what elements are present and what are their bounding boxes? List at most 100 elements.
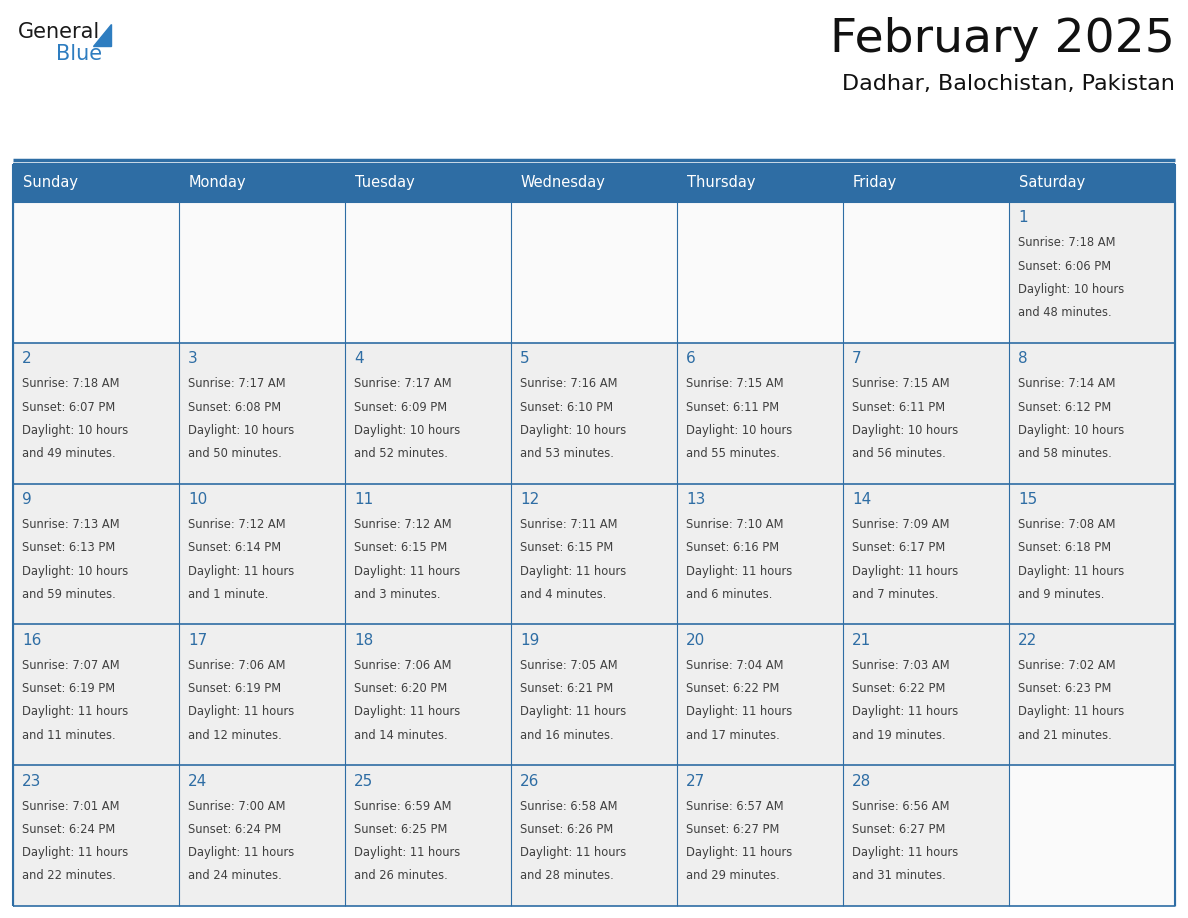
Text: Sunrise: 6:57 AM: Sunrise: 6:57 AM [687, 800, 784, 812]
Text: 19: 19 [520, 633, 539, 648]
Bar [1009, 766, 1175, 906]
Text: 23: 23 [23, 774, 42, 789]
Text: Sunrise: 7:01 AM: Sunrise: 7:01 AM [23, 800, 120, 812]
Text: and 55 minutes.: and 55 minutes. [687, 447, 781, 460]
Text: Daylight: 10 hours: Daylight: 10 hours [23, 424, 128, 437]
Text: Daylight: 11 hours: Daylight: 11 hours [188, 705, 295, 719]
Text: Daylight: 11 hours: Daylight: 11 hours [520, 565, 626, 577]
Text: Sunset: 6:23 PM: Sunset: 6:23 PM [1018, 682, 1112, 695]
Bar [179, 342, 345, 484]
Bar [179, 766, 345, 906]
Text: Daylight: 11 hours: Daylight: 11 hours [354, 846, 461, 859]
Bar [179, 202, 345, 342]
Text: Sunset: 6:07 PM: Sunset: 6:07 PM [23, 400, 115, 413]
Text: Sunrise: 7:15 AM: Sunrise: 7:15 AM [687, 377, 784, 390]
Bar [511, 164, 677, 202]
Bar [345, 202, 511, 342]
Bar [843, 766, 1009, 906]
Text: Sunset: 6:14 PM: Sunset: 6:14 PM [188, 542, 282, 554]
Text: Monday: Monday [189, 175, 247, 191]
Text: Sunrise: 7:16 AM: Sunrise: 7:16 AM [520, 377, 618, 390]
Text: 3: 3 [188, 352, 198, 366]
Text: Sunrise: 7:12 AM: Sunrise: 7:12 AM [354, 518, 451, 532]
Text: and 21 minutes.: and 21 minutes. [1018, 729, 1112, 742]
Text: Sunset: 6:17 PM: Sunset: 6:17 PM [852, 542, 946, 554]
Text: Friday: Friday [853, 175, 897, 191]
Text: Sunrise: 7:11 AM: Sunrise: 7:11 AM [520, 518, 618, 532]
Text: Sunset: 6:22 PM: Sunset: 6:22 PM [852, 682, 946, 695]
Text: Sunrise: 7:18 AM: Sunrise: 7:18 AM [23, 377, 120, 390]
Text: and 17 minutes.: and 17 minutes. [687, 729, 779, 742]
Text: and 9 minutes.: and 9 minutes. [1018, 588, 1105, 600]
Bar [13, 342, 179, 484]
Bar [345, 484, 511, 624]
Bar [345, 164, 511, 202]
Text: Daylight: 10 hours: Daylight: 10 hours [520, 424, 626, 437]
Text: Daylight: 11 hours: Daylight: 11 hours [188, 846, 295, 859]
Text: and 29 minutes.: and 29 minutes. [687, 869, 779, 882]
Text: Sunset: 6:12 PM: Sunset: 6:12 PM [1018, 400, 1112, 413]
Text: Daylight: 11 hours: Daylight: 11 hours [1018, 565, 1124, 577]
Text: Daylight: 10 hours: Daylight: 10 hours [1018, 283, 1124, 296]
Text: Sunrise: 7:04 AM: Sunrise: 7:04 AM [687, 659, 784, 672]
Text: Sunset: 6:21 PM: Sunset: 6:21 PM [520, 682, 613, 695]
Bar [13, 766, 179, 906]
Text: Daylight: 11 hours: Daylight: 11 hours [354, 705, 461, 719]
Text: Sunrise: 7:15 AM: Sunrise: 7:15 AM [852, 377, 949, 390]
Bar [1009, 164, 1175, 202]
Text: Sunset: 6:08 PM: Sunset: 6:08 PM [188, 400, 282, 413]
Bar [843, 624, 1009, 766]
Bar [677, 164, 843, 202]
Text: Daylight: 11 hours: Daylight: 11 hours [852, 846, 959, 859]
Bar [345, 766, 511, 906]
Text: 7: 7 [852, 352, 861, 366]
Text: Wednesday: Wednesday [522, 175, 606, 191]
Text: Sunrise: 7:03 AM: Sunrise: 7:03 AM [852, 659, 949, 672]
Bar [1009, 624, 1175, 766]
Text: Sunset: 6:06 PM: Sunset: 6:06 PM [1018, 260, 1111, 273]
Text: Thursday: Thursday [687, 175, 756, 191]
Text: Sunset: 6:19 PM: Sunset: 6:19 PM [188, 682, 282, 695]
Text: Daylight: 11 hours: Daylight: 11 hours [687, 705, 792, 719]
Text: 2: 2 [23, 352, 32, 366]
Text: Daylight: 11 hours: Daylight: 11 hours [687, 565, 792, 577]
Bar [179, 624, 345, 766]
Text: Sunrise: 7:12 AM: Sunrise: 7:12 AM [188, 518, 286, 532]
Text: Sunset: 6:26 PM: Sunset: 6:26 PM [520, 823, 613, 836]
Text: and 22 minutes.: and 22 minutes. [23, 869, 116, 882]
Text: Sunset: 6:20 PM: Sunset: 6:20 PM [354, 682, 448, 695]
Text: Sunset: 6:19 PM: Sunset: 6:19 PM [23, 682, 115, 695]
Text: Daylight: 10 hours: Daylight: 10 hours [188, 424, 295, 437]
Bar [13, 164, 179, 202]
Text: 1: 1 [1018, 210, 1028, 226]
Text: Sunset: 6:18 PM: Sunset: 6:18 PM [1018, 542, 1111, 554]
Text: and 26 minutes.: and 26 minutes. [354, 869, 448, 882]
Text: Blue: Blue [56, 44, 102, 64]
Bar [677, 202, 843, 342]
Text: and 14 minutes.: and 14 minutes. [354, 729, 448, 742]
Text: and 59 minutes.: and 59 minutes. [23, 588, 116, 600]
Text: and 12 minutes.: and 12 minutes. [188, 729, 282, 742]
Text: Sunrise: 7:09 AM: Sunrise: 7:09 AM [852, 518, 949, 532]
Text: 16: 16 [23, 633, 42, 648]
Text: 14: 14 [852, 492, 871, 507]
Text: Daylight: 11 hours: Daylight: 11 hours [1018, 705, 1124, 719]
Text: Daylight: 11 hours: Daylight: 11 hours [520, 705, 626, 719]
Text: Sunset: 6:11 PM: Sunset: 6:11 PM [687, 400, 779, 413]
Text: Daylight: 11 hours: Daylight: 11 hours [23, 705, 128, 719]
Text: Sunset: 6:27 PM: Sunset: 6:27 PM [852, 823, 946, 836]
Text: Daylight: 11 hours: Daylight: 11 hours [852, 565, 959, 577]
Text: Sunrise: 7:00 AM: Sunrise: 7:00 AM [188, 800, 285, 812]
Text: 9: 9 [23, 492, 32, 507]
Bar [1009, 484, 1175, 624]
Bar [843, 202, 1009, 342]
Text: Sunset: 6:15 PM: Sunset: 6:15 PM [520, 542, 613, 554]
Text: and 11 minutes.: and 11 minutes. [23, 729, 115, 742]
Bar [511, 624, 677, 766]
Text: and 3 minutes.: and 3 minutes. [354, 588, 441, 600]
Text: Sunrise: 7:17 AM: Sunrise: 7:17 AM [354, 377, 451, 390]
Text: Sunset: 6:24 PM: Sunset: 6:24 PM [188, 823, 282, 836]
Text: Sunrise: 6:58 AM: Sunrise: 6:58 AM [520, 800, 618, 812]
Text: and 24 minutes.: and 24 minutes. [188, 869, 282, 882]
Text: Tuesday: Tuesday [355, 175, 415, 191]
